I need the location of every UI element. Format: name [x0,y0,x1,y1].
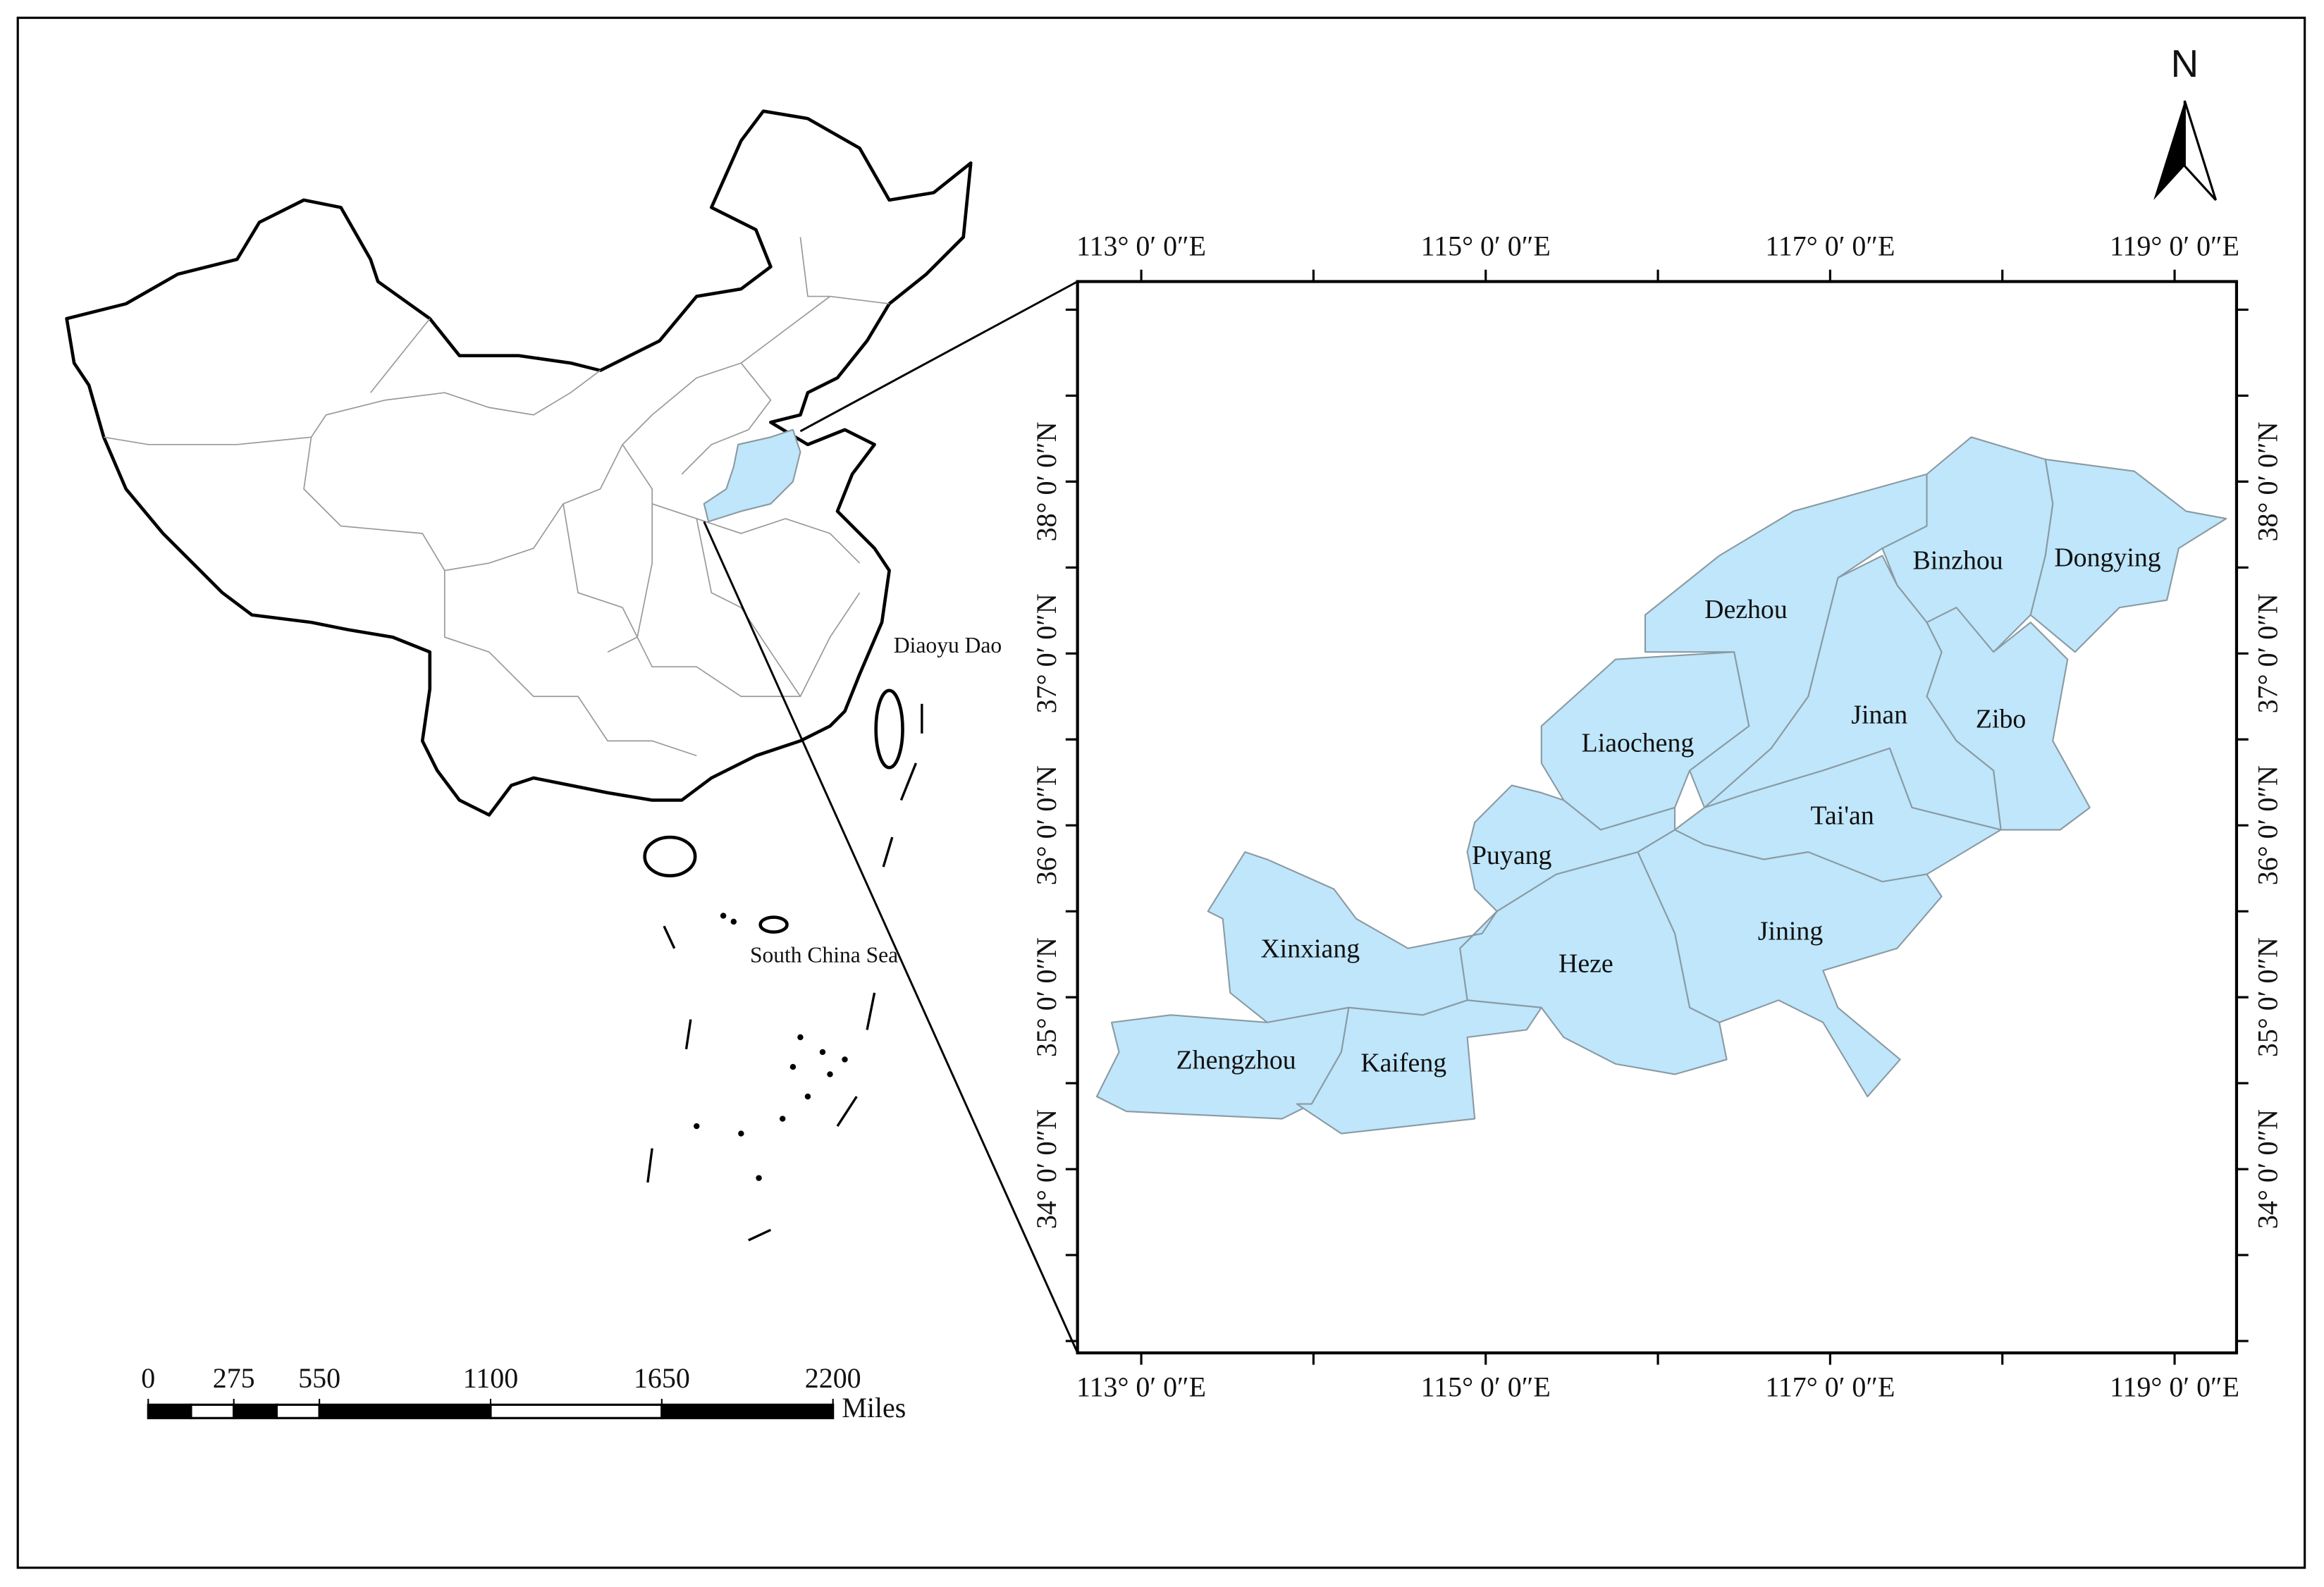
taiwan [874,688,904,770]
regions: Dongying Binzhou Zibo Jinan Dezhou Liaocheng T… [1095,436,2227,1135]
study-area-overview [703,428,801,523]
lat-label: 34° 0′ 0″N [2251,1109,2283,1229]
lat-label: 34° 0′ 0″N [1031,1109,1062,1229]
north-label: N [2171,42,2199,85]
scale-label: 275 [213,1362,255,1394]
lat-label: 37° 0′ 0″N [2251,593,2283,713]
lon-label: 115° 0′ 0″E [1421,230,1551,261]
city-region [1540,651,1750,831]
island [758,915,789,934]
lat-label: 38° 0′ 0″N [1031,421,1062,541]
lat-label: 35° 0′ 0″N [2251,937,2283,1057]
diaoyu-label: Diaoyu Dao [894,633,1002,657]
lat-label: 36° 0′ 0″N [1031,765,1062,885]
nine-dash-line [646,703,923,1242]
city-region [1296,999,1542,1135]
scs-label: South China Sea [750,943,898,968]
city-label: Jinan [1851,700,1907,729]
scale-segment [275,1403,321,1419]
city-label: Tai'an [1810,801,1874,830]
city-label: Binzhou [1913,546,2003,576]
city-region [1466,784,1676,913]
lon-label: 119° 0′ 0″E [2110,1371,2239,1403]
city-label: Dongying [2054,543,2160,573]
lon-label: 119° 0′ 0″E [2110,230,2239,261]
lat-label: 38° 0′ 0″N [2251,421,2283,541]
scale-segment [190,1403,235,1419]
city-label: Kaifeng [1360,1049,1446,1078]
lat-label: 37° 0′ 0″N [1031,593,1062,713]
scale-segment [318,1403,492,1419]
scale-label: 550 [298,1362,340,1394]
leader-line [703,521,1078,1354]
scale-label: 2200 [805,1362,861,1394]
city-label: Zhengzhou [1176,1045,1296,1075]
scale-segment [489,1403,663,1419]
province-borders [104,237,890,757]
scale-label: 0 [141,1362,155,1394]
leader-line [799,280,1078,433]
city-region [1207,851,1498,1023]
city-label: Dezhou [1704,595,1788,624]
lon-label: 113° 0′ 0″E [1076,1371,1206,1403]
hainan [643,835,697,878]
city-label: Xinxiang [1260,934,1360,964]
city-label: Jining [1758,916,1824,946]
scale-unit: Miles [842,1392,906,1424]
outer-border [16,16,2306,1569]
north-arrow: N [2153,42,2218,201]
lon-label: 113° 0′ 0″E [1076,230,1206,261]
china-outline [65,109,973,817]
city-label: Heze [1558,949,1613,979]
lon-label: 117° 0′ 0″E [1765,230,1895,261]
scale-segment [660,1403,835,1419]
city-label: Liaocheng [1582,728,1695,758]
scale-label: 1650 [634,1362,690,1394]
lat-label: 35° 0′ 0″N [1031,937,1062,1057]
lat-label: 36° 0′ 0″N [2251,765,2283,885]
city-label: Puyang [1472,841,1552,870]
islands [694,913,848,1181]
lon-label: 115° 0′ 0″E [1421,1371,1551,1403]
scale-label: 1100 [463,1362,518,1394]
lon-label: 117° 0′ 0″E [1765,1371,1895,1403]
city-region [1095,1006,1350,1120]
scale-segment [147,1403,192,1419]
city-label: Zibo [1976,705,2026,734]
scale-segment [233,1403,278,1419]
